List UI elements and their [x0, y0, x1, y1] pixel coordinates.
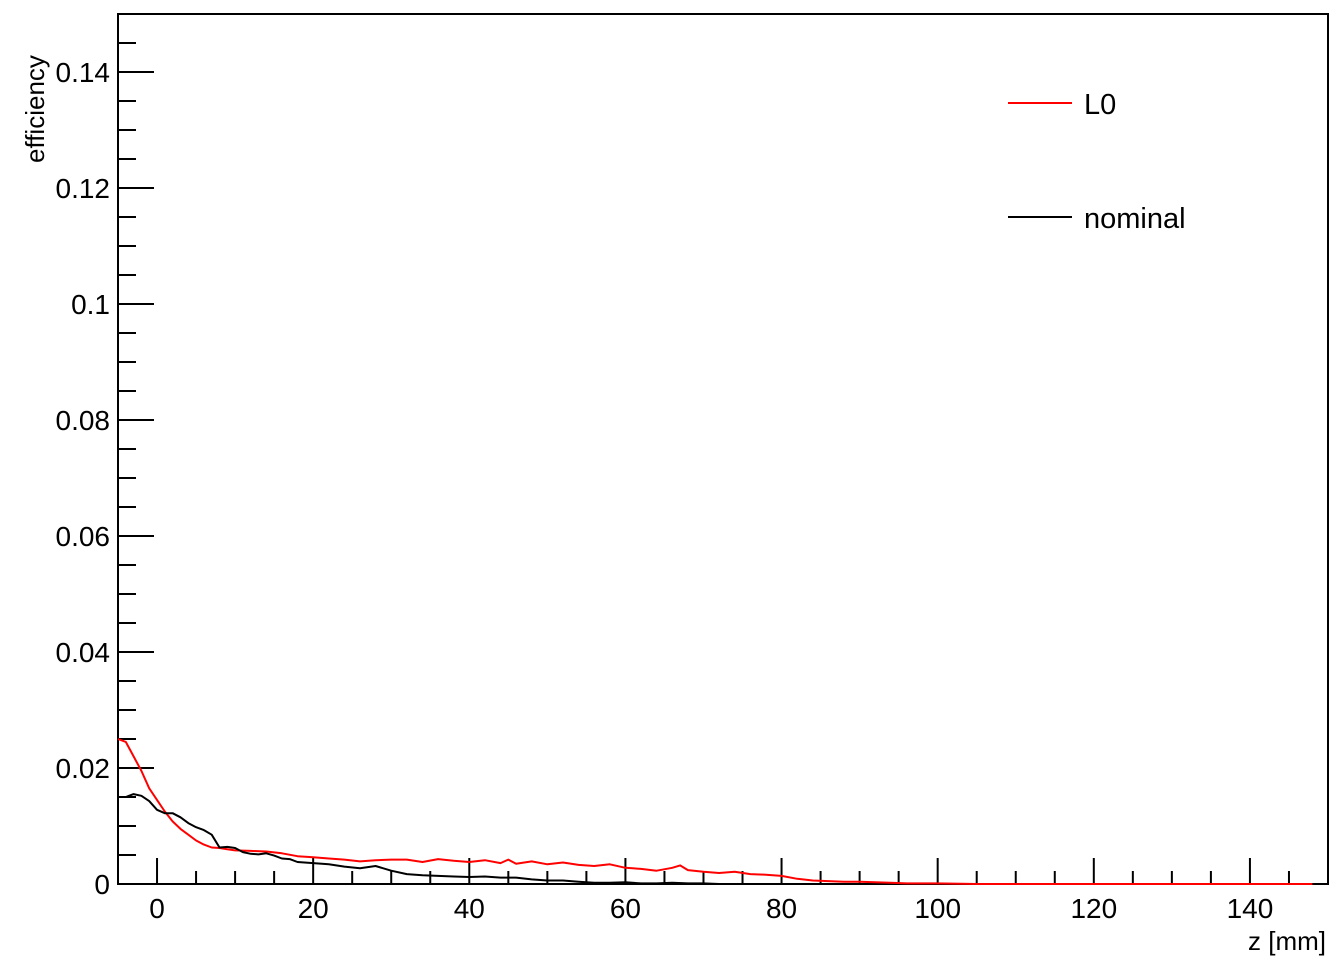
- y-tick-label: 0.04: [56, 637, 111, 668]
- x-tick-label: 120: [1070, 893, 1117, 924]
- y-tick-label: 0.08: [56, 405, 111, 436]
- x-tick-label: 20: [298, 893, 329, 924]
- x-tick-label: 0: [149, 893, 165, 924]
- axis-ticks: [118, 42, 1329, 885]
- data-series: [117, 738, 1313, 885]
- legend-label-l0: L0: [1084, 89, 1116, 121]
- y-tick-label: 0.1: [71, 289, 110, 320]
- x-tick-label: 140: [1227, 893, 1274, 924]
- legend-label-nominal: nominal: [1084, 203, 1186, 235]
- y-tick-label: 0: [94, 869, 110, 900]
- y-tick-label: 0.14: [56, 57, 111, 88]
- series-line-l0: [117, 738, 1313, 885]
- x-axis-title: z [mm]: [1248, 926, 1326, 956]
- y-tick-label: 0.06: [56, 521, 111, 552]
- x-tick-label: 60: [610, 893, 641, 924]
- x-tick-label: 100: [914, 893, 961, 924]
- y-tick-label: 0.12: [56, 173, 111, 204]
- y-tick-label: 0.02: [56, 753, 111, 784]
- x-tick-label: 80: [766, 893, 797, 924]
- x-tick-label: 40: [454, 893, 485, 924]
- plot-frame: [117, 13, 1329, 885]
- axis-tick-labels: 0 0.02 0.04 0.06 0.08 0.1 0.12 0.14 0 20 40 60 80 100…: [56, 57, 1274, 924]
- legend: L0 nominal: [1008, 89, 1186, 235]
- series-line-nominal: [118, 793, 751, 885]
- y-axis-title: efficiency: [20, 55, 50, 163]
